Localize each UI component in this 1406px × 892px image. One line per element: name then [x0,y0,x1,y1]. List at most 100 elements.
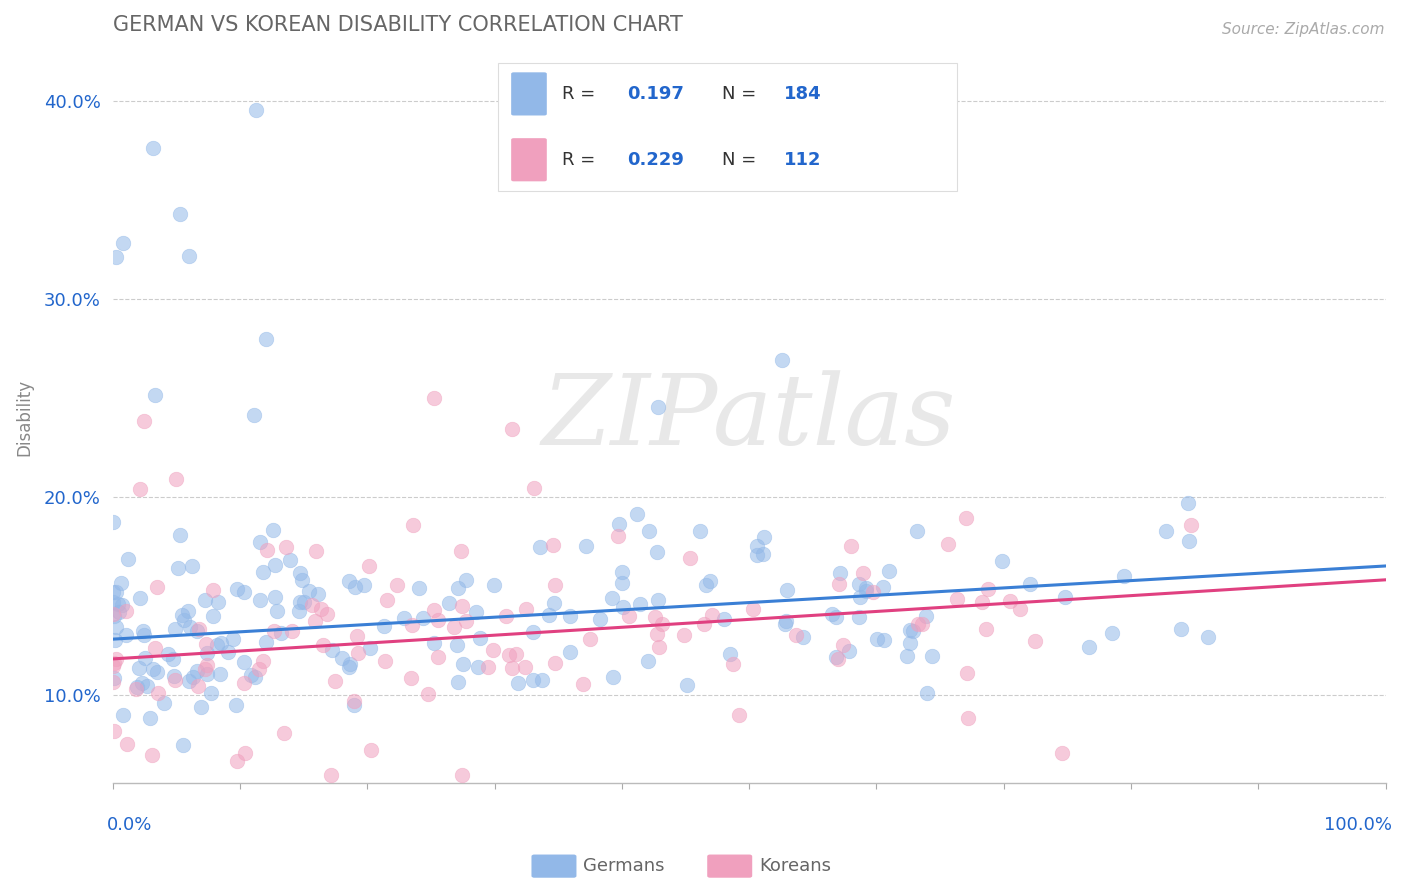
Point [558,645,581,659]
Point [612,599,634,614]
Point [145,387,167,401]
Point [360,743,382,757]
Point [233,746,256,760]
Point [628,597,651,611]
Point [862,585,884,599]
Point [617,608,640,623]
Point [610,565,633,579]
Point [770,352,793,367]
Point [529,541,551,555]
Point [453,657,475,672]
Point [129,591,152,605]
Point [115,604,138,618]
Point [190,700,212,714]
Text: 0.0%: 0.0% [107,816,152,834]
Point [1112,569,1135,583]
Point [907,617,929,632]
Point [637,654,659,668]
Point [145,580,167,594]
Point [647,592,669,607]
Point [105,250,128,264]
Point [101,659,124,673]
Point [180,558,202,573]
Point [101,595,124,609]
Text: N =: N = [723,151,756,169]
Point [115,737,138,751]
Point [699,574,721,588]
Point [523,481,546,495]
Point [179,620,201,634]
Point [321,643,343,657]
Point [866,632,889,646]
Point [832,638,855,652]
Point [128,661,150,675]
Point [745,548,768,562]
Text: Source: ZipAtlas.com: Source: ZipAtlas.com [1222,22,1385,37]
Point [127,680,149,694]
Point [1101,626,1123,640]
Point [249,593,271,607]
Point [544,657,567,671]
Point [202,609,225,624]
Point [728,707,751,722]
Point [1178,533,1201,548]
Point [718,647,741,661]
Y-axis label: Disability: Disability [15,379,32,456]
Point [103,675,125,690]
Point [252,654,274,668]
Point [309,601,332,615]
Point [177,249,200,263]
Text: 112: 112 [783,151,821,169]
FancyBboxPatch shape [499,62,956,191]
Point [1050,746,1073,760]
Point [637,524,659,538]
Point [673,628,696,642]
Point [141,747,163,762]
Point [408,582,430,596]
Point [132,624,155,639]
Point [647,401,669,415]
Point [148,686,170,700]
Point [186,624,208,638]
Point [273,726,295,740]
Point [423,603,446,617]
Point [233,655,256,669]
Point [181,670,204,684]
Point [167,561,190,575]
Point [157,647,180,661]
Point [131,676,153,690]
Point [266,604,288,618]
Point [165,472,187,486]
Point [792,630,814,644]
Point [142,141,165,155]
Point [773,617,796,632]
Point [110,598,132,612]
Point [538,608,561,623]
Point [226,582,249,597]
Point [644,610,666,624]
Point [676,678,699,692]
Point [505,648,527,662]
Point [107,597,129,611]
Point [337,660,360,674]
Point [330,650,353,665]
Point [177,673,200,688]
Point [855,583,877,598]
Point [877,565,900,579]
FancyBboxPatch shape [512,72,547,115]
Point [914,608,936,623]
Point [143,641,166,656]
Text: GERMAN VS KOREAN DISABILITY CORRELATION CHART: GERMAN VS KOREAN DISABILITY CORRELATION … [112,15,683,35]
Point [412,611,434,625]
Text: 184: 184 [783,85,821,103]
Point [205,638,228,652]
Point [530,673,553,688]
Point [741,601,763,615]
Point [416,687,439,701]
Point [645,544,668,558]
Point [645,627,668,641]
Point [827,652,849,666]
Point [103,671,125,685]
Point [173,613,195,627]
Point [103,609,125,624]
